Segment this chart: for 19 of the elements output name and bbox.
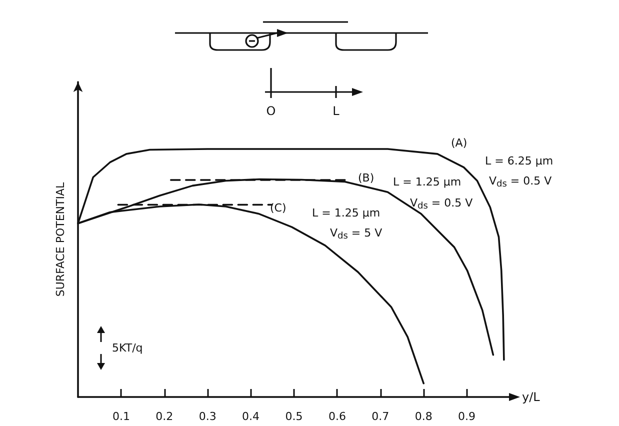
x-tick-label: 0.5 [285, 410, 303, 423]
annotation: (B) [358, 172, 374, 184]
annotation: (C) [270, 202, 286, 214]
annotation: (A) [451, 136, 468, 150]
annotation: L = 1.25 μm [393, 176, 462, 188]
annotation: L = 6.25 μm [485, 154, 554, 168]
x-tick-label: 0.4 [242, 410, 260, 423]
transistor-diagram: O L [170, 15, 432, 118]
x-tick-label: 0.3 [198, 410, 216, 423]
x-tick-label: 0.8 [414, 410, 432, 423]
x-tick-label: 0.6 [328, 410, 346, 423]
x-tick-label: 0.7 [372, 410, 390, 423]
x-tick-label: 0.1 [112, 410, 130, 423]
x-tick-label: 0.2 [156, 410, 174, 423]
y-axis-title: SURFACE POTENTIAL [54, 182, 67, 297]
x-axis-title: y/L [522, 390, 540, 404]
annotation: L = 1.25 μm [312, 206, 380, 220]
annotation: 5KT/q [112, 342, 143, 354]
x-tick-label: 0.9 [458, 410, 476, 423]
